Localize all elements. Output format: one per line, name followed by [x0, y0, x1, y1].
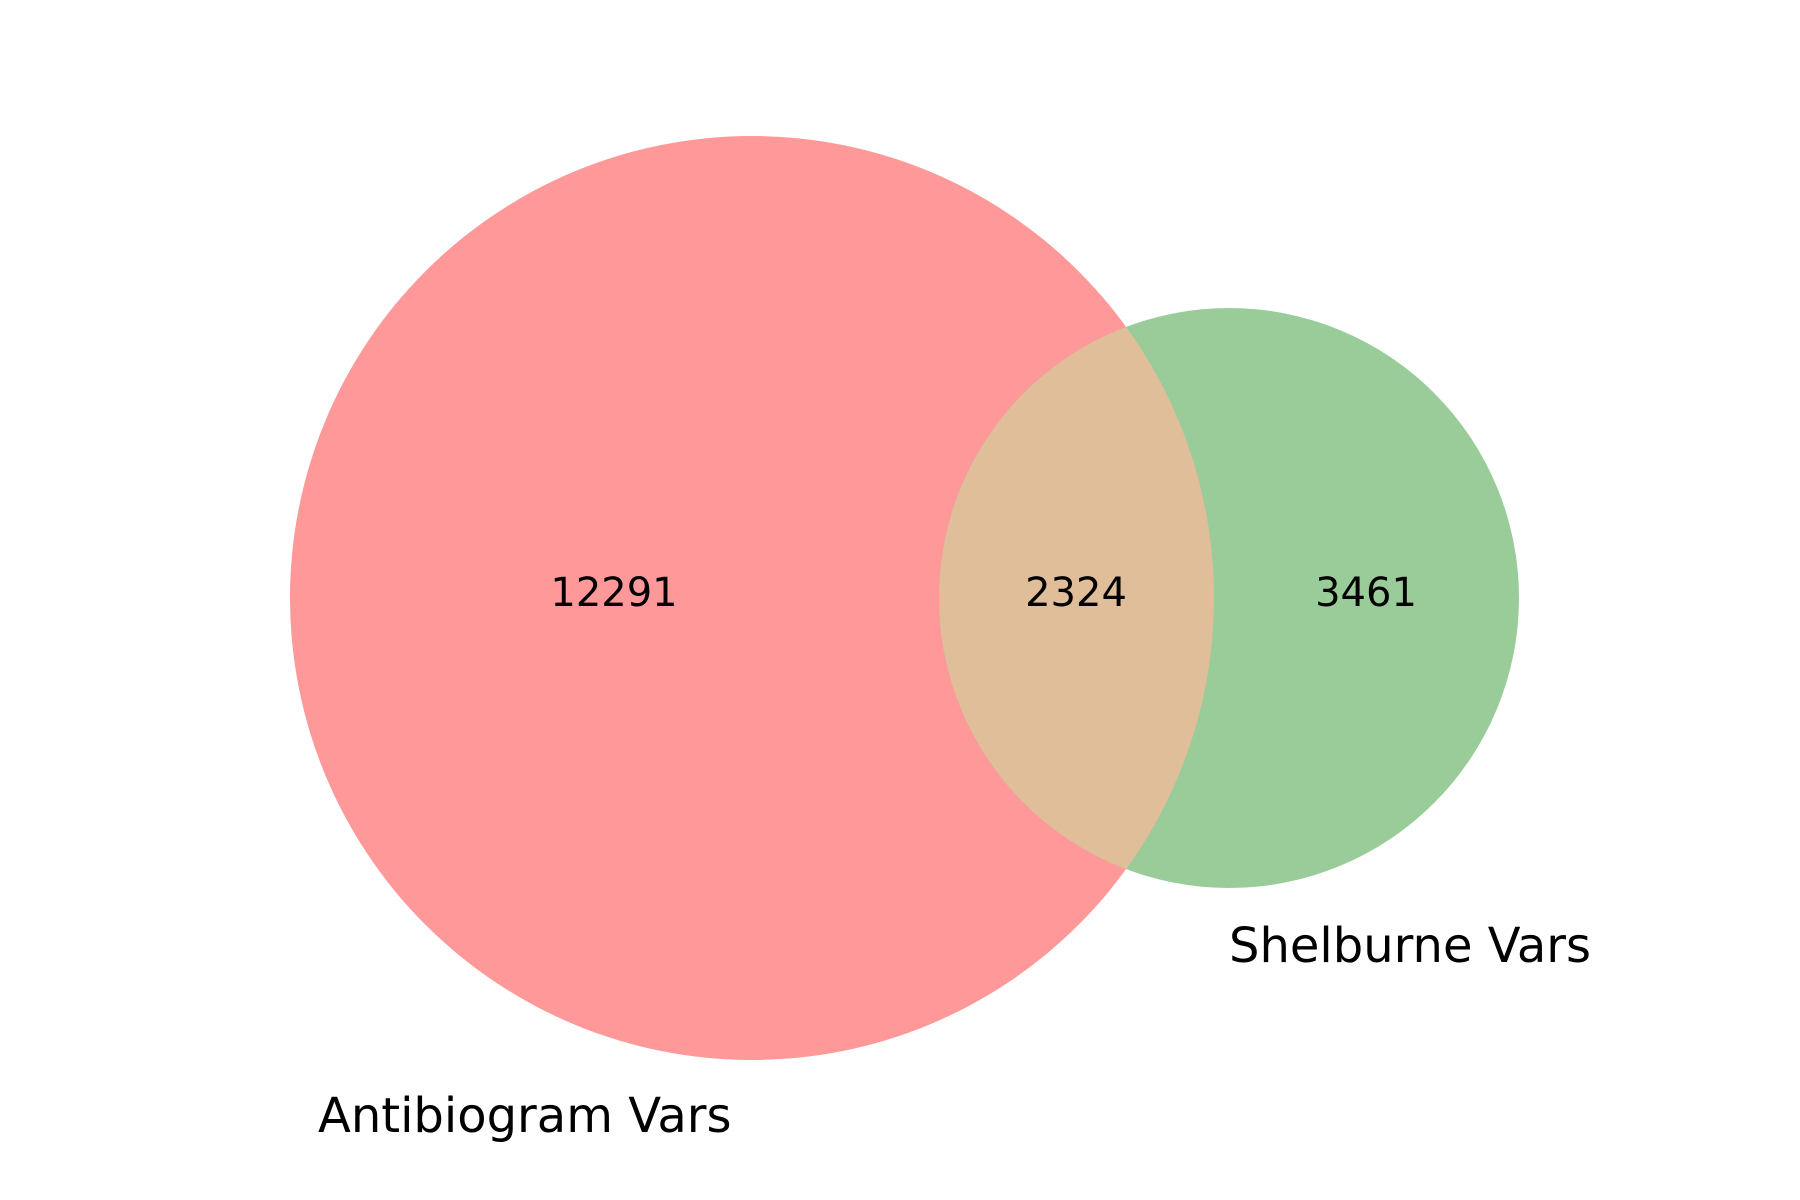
antibiogram-vars-label: Antibiogram Vars	[318, 1088, 731, 1144]
antibiogram-vars-circle	[290, 136, 1214, 1060]
intersection-count: 2324	[1025, 570, 1127, 616]
shelburne-vars-label: Shelburne Vars	[1229, 918, 1591, 974]
intersection-region	[939, 308, 1214, 888]
antibiogram-only-count: 12291	[550, 570, 677, 616]
shelburne-only-count: 3461	[1315, 570, 1417, 616]
